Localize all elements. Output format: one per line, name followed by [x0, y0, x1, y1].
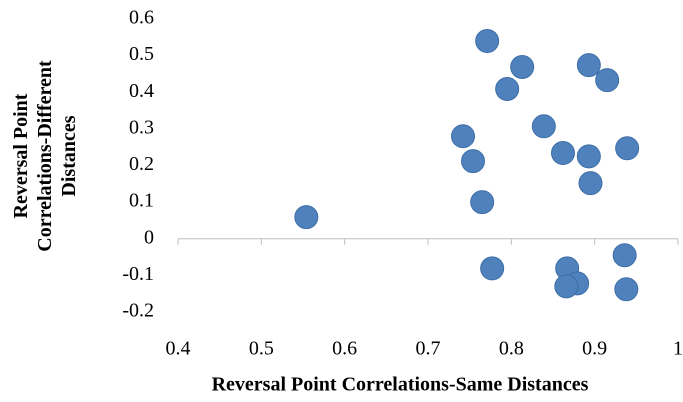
point [461, 149, 485, 174]
point [615, 136, 640, 161]
y-tick-label: 0.5 [129, 43, 154, 65]
point [495, 76, 520, 101]
y-tick-label: 0.2 [129, 153, 154, 175]
x-tick-label: 0.6 [332, 338, 357, 360]
y-tick-label: 0.6 [129, 7, 154, 29]
point [578, 171, 603, 196]
y-tick-label: 0 [144, 226, 154, 248]
y-tick-label: 0.3 [129, 116, 154, 138]
x-tick-label: 1 [673, 338, 683, 360]
point [451, 124, 475, 149]
x-tick-label: 0.4 [166, 338, 191, 360]
point [510, 54, 535, 79]
point [480, 256, 505, 281]
point [294, 205, 319, 230]
y-tick-label: 0.4 [129, 80, 154, 102]
x-tick-label: 0.7 [416, 338, 441, 360]
point [531, 114, 556, 139]
point [475, 28, 500, 53]
point [576, 144, 601, 169]
point [614, 277, 639, 302]
point [554, 274, 579, 299]
point [612, 243, 637, 268]
y-tick-label: -0.1 [122, 263, 154, 285]
y-tick-label: 0.1 [129, 190, 154, 212]
point [551, 141, 575, 166]
point [595, 68, 620, 93]
x-axis-title: Reversal Point Correlations-Same Distanc… [212, 374, 589, 396]
point [576, 53, 601, 78]
x-tick-label: 0.5 [249, 338, 274, 360]
y-tick-label: -0.2 [122, 300, 154, 322]
y-axis-title: Reversal Point Correlations-Different Di… [10, 60, 80, 252]
x-tick-label: 0.9 [582, 338, 607, 360]
point [470, 190, 495, 215]
x-tick-label: 0.8 [499, 338, 524, 360]
